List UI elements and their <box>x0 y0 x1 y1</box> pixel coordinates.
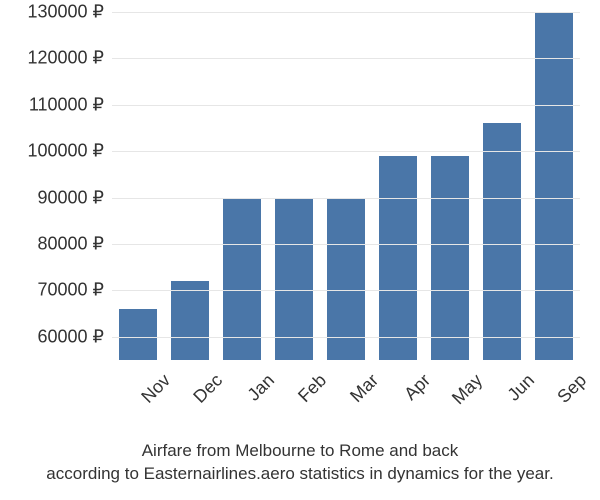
y-tick-label: 110000 ₽ <box>29 94 112 115</box>
gridline <box>112 244 580 245</box>
caption-line: according to Easternairlines.aero statis… <box>0 463 600 486</box>
caption-line: Airfare from Melbourne to Rome and back <box>0 440 600 463</box>
y-tick-label: 130000 ₽ <box>27 2 112 23</box>
airfare-bar-chart: 60000 ₽ 70000 ₽ 80000 ₽ 90000 ₽ 100000 ₽ 1100… <box>0 0 600 500</box>
x-tick-label: Dec <box>189 370 226 407</box>
y-tick-label: 90000 ₽ <box>37 187 112 208</box>
x-tick-label: Mar <box>346 370 383 407</box>
gridline <box>112 198 580 199</box>
gridline <box>112 12 580 13</box>
bar <box>483 123 521 360</box>
bar <box>275 198 313 360</box>
x-tick-label: May <box>448 370 487 409</box>
x-tick-label: Sep <box>553 370 590 407</box>
bar <box>379 156 417 360</box>
gridline <box>112 58 580 59</box>
bar <box>119 309 157 360</box>
bar <box>223 198 261 360</box>
bar <box>327 198 365 360</box>
x-tick-label: Jan <box>243 370 278 405</box>
bar <box>171 281 209 360</box>
bars-layer <box>112 12 580 360</box>
gridline <box>112 337 580 338</box>
chart-caption: Airfare from Melbourne to Rome and backa… <box>0 440 600 486</box>
x-tick-label: Jun <box>503 370 538 405</box>
y-tick-label: 60000 ₽ <box>37 326 112 347</box>
bar <box>535 12 573 360</box>
plot-area: 60000 ₽70000 ₽80000 ₽90000 ₽100000 ₽1100… <box>112 12 580 360</box>
y-tick-label: 120000 ₽ <box>27 48 112 69</box>
gridline <box>112 105 580 106</box>
bar <box>431 156 469 360</box>
y-tick-label: 100000 ₽ <box>27 141 112 162</box>
x-tick-label: Feb <box>294 370 331 407</box>
y-tick-label: 70000 ₽ <box>37 280 112 301</box>
gridline <box>112 290 580 291</box>
gridline <box>112 151 580 152</box>
y-tick-label: 80000 ₽ <box>37 234 112 255</box>
x-tick-label: Nov <box>137 370 174 407</box>
x-tick-label: Apr <box>400 370 435 405</box>
